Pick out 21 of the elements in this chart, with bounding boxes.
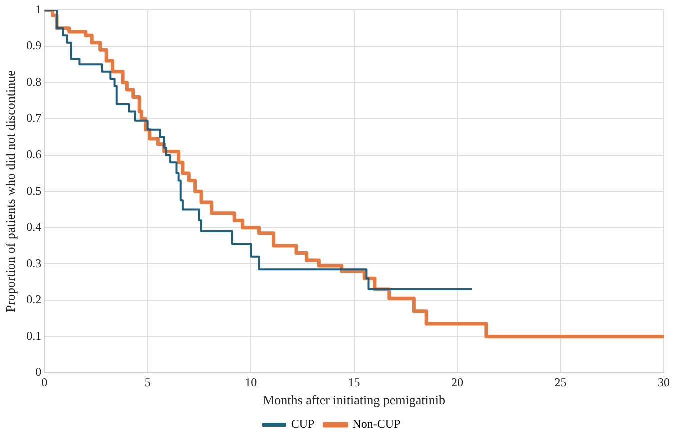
x-tick-label: 10 bbox=[245, 375, 258, 390]
y-tick-label: 0.2 bbox=[26, 292, 42, 307]
x-tick-label: 25 bbox=[554, 375, 567, 390]
y-tick-label: 0.9 bbox=[26, 38, 42, 53]
x-tick-label: 5 bbox=[144, 375, 151, 390]
y-tick-label: 1 bbox=[36, 2, 42, 16]
y-tick-label: 0.7 bbox=[26, 111, 42, 126]
legend-label: CUP bbox=[291, 417, 315, 432]
y-tick-label: 0.8 bbox=[26, 74, 42, 89]
y-tick-label: 0.6 bbox=[26, 147, 42, 162]
x-tick-label: 15 bbox=[348, 375, 360, 390]
y-tick-label: 0.1 bbox=[26, 328, 42, 343]
x-tick-label: 20 bbox=[452, 375, 464, 390]
legend-label: Non-CUP bbox=[352, 417, 401, 432]
x-axis-title: Months after initiating pemigatinib bbox=[263, 392, 446, 408]
y-tick-label: 0.4 bbox=[26, 220, 42, 234]
y-tick-label: 0.3 bbox=[26, 256, 42, 270]
y-tick-label: 0.5 bbox=[26, 184, 42, 198]
x-tick-label: 30 bbox=[658, 375, 670, 390]
y-tick-label: 0 bbox=[36, 365, 42, 380]
y-axis-title: Proportion of patients who did not discontinue bbox=[3, 70, 18, 313]
